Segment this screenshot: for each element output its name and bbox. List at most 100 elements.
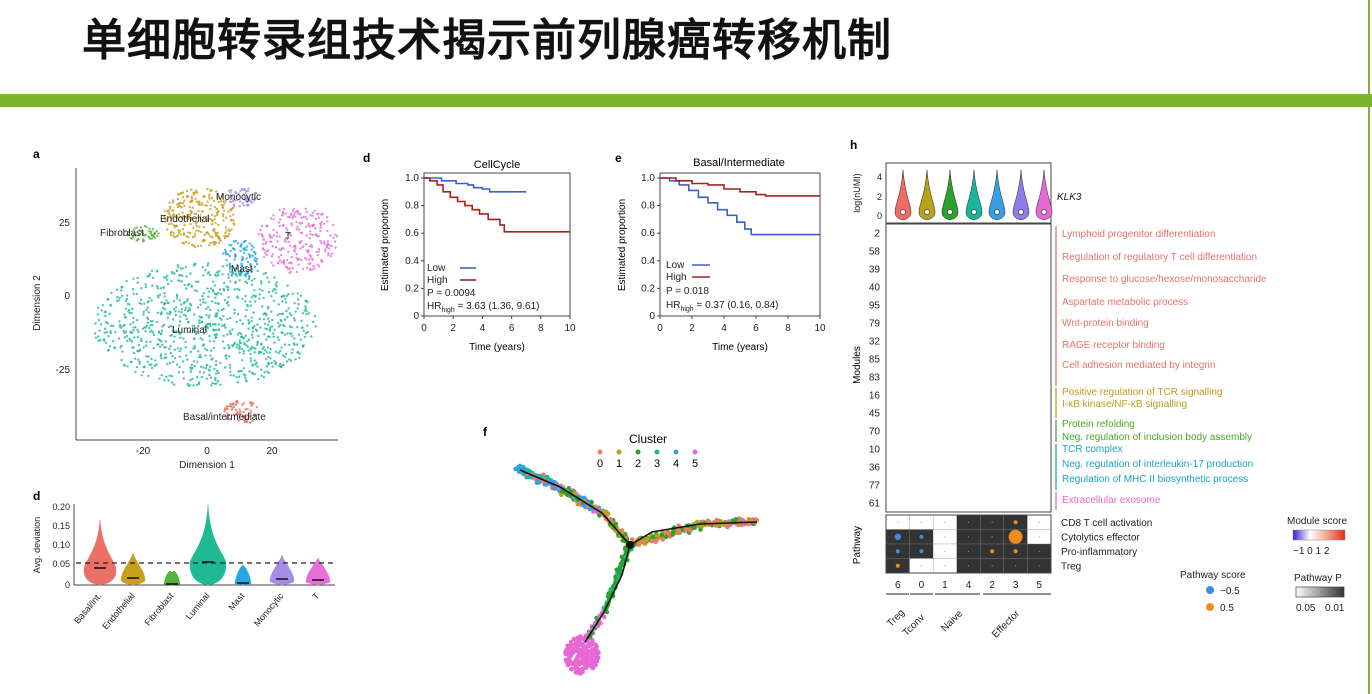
tsne-point [238,412,242,415]
tsne-point [238,351,241,354]
tsne-point [250,316,253,319]
tsne-point [189,350,192,354]
tsne-point [212,229,216,233]
tsne-point [262,248,266,252]
tsne-point [269,357,272,360]
tsne-point [241,202,244,205]
km2-hr: HRhigh = 0.37 (0.16, 0.84) [666,300,778,313]
tsne-point [314,325,317,328]
tsne-point [296,350,300,354]
tsne-point [215,333,219,336]
tsne-point [317,250,321,253]
tsne-point [234,408,237,412]
tsne-point [233,258,236,261]
tsne-point [294,245,297,248]
tsne-point [205,231,208,234]
tsne-point [172,214,175,217]
pathway-dot [967,521,970,523]
traj-point [582,650,588,656]
group-label: Naive [939,608,965,634]
tsne-point [142,313,145,316]
tsne-point [229,280,232,283]
tsne-point [229,249,232,253]
tsne-point [177,371,181,374]
tsne-point [152,346,155,350]
tsne-point [209,207,212,211]
tsne-point [229,402,232,406]
tsne-point [123,363,126,367]
tsne-point [241,187,244,191]
tsne-point [197,382,201,386]
tsne-point [140,339,143,343]
traj-point [677,529,682,534]
pathway-dot [990,549,995,554]
tsne-point [196,245,200,248]
tsne-point [183,301,186,304]
panel-dkm-letter: d [363,151,370,165]
tsne-point [202,195,205,199]
tsne-point [148,326,151,330]
tsne-point [254,300,257,303]
tsne-point [200,375,204,379]
tsne-point [244,376,247,380]
panel-d-km: d CellCycle 0 2 4 6 8 101.00.80.60.40.20 Time… [363,151,576,353]
tsne-point [169,232,173,235]
traj-point [611,584,616,589]
tsne-point [152,333,156,337]
tsne-point [247,200,250,203]
tsne-point [300,319,303,322]
tsne-point [234,281,237,285]
tsne-point [187,218,190,221]
tsne-point [243,251,246,255]
tsne-point [226,405,230,408]
tsne-point [138,229,142,232]
tsne-point [268,233,271,236]
tsne-point [165,375,168,378]
tsne-point [197,349,200,353]
tsne-point [224,199,228,203]
tsne-point [97,318,101,322]
tsne-point [250,268,254,271]
tsne-point [245,344,248,347]
tsne-point [172,307,176,311]
tsne-point [275,350,278,353]
tsne-point [222,209,226,212]
tsne-point [226,264,229,267]
tsne-point [166,228,169,231]
tsne-point [201,220,204,223]
tsne-point [213,205,216,209]
tsne-point [222,315,225,318]
tsne-point [210,189,213,192]
tsne-point [259,326,262,329]
tsne-point [207,262,210,265]
tsne-point [234,403,238,406]
tsne-point [245,308,248,312]
tsne-point [196,375,199,379]
tsne-point [209,308,212,312]
tsne-point [268,328,271,331]
tsne-point [158,377,161,380]
tsne-point [208,273,212,277]
tsne-point [256,323,259,326]
tsne-point [166,274,169,278]
tsne-point [302,329,305,332]
tsne-point [258,293,261,296]
tsne-point [226,417,229,420]
tsne-point [285,227,288,230]
tsne-point [210,300,214,303]
violin-shape [189,504,227,586]
tsne-point [125,279,128,283]
pathway-dot [919,549,924,554]
tsne-point [214,363,218,367]
tsne-point [263,322,267,326]
tsne-point [298,356,301,360]
tsne-point [247,349,250,352]
tsne-point [146,306,149,309]
tsne-point [276,336,279,339]
tsne-point [263,371,266,374]
tsne-point [176,347,180,350]
tsne-point [168,361,172,365]
tsne-point [205,307,208,311]
tsne-point [236,287,239,291]
